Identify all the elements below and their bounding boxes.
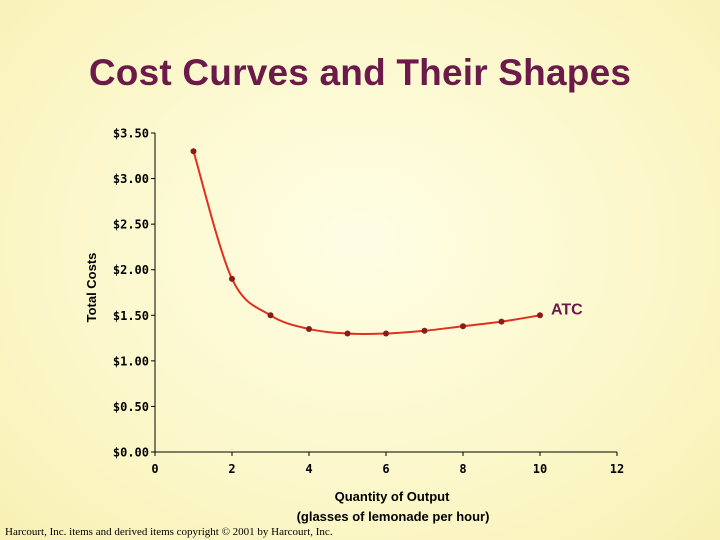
- y-tick-label-6: $3.00: [113, 172, 149, 186]
- data-point-10: [537, 312, 543, 319]
- series-label-atc: ATC: [551, 301, 583, 318]
- x-tick-label-1: 2: [228, 462, 235, 476]
- y-tick-label-1: $0.50: [113, 400, 149, 414]
- x-axis-label-line-2: (glasses of lemonade per hour): [297, 509, 490, 524]
- x-tick-label-3: 6: [382, 462, 389, 476]
- x-tick-label-0: 0: [151, 462, 158, 476]
- x-tick-label-6: 12: [610, 462, 624, 476]
- copyright-notice: Harcourt, Inc. items and derived items c…: [5, 526, 333, 538]
- data-point-3: [267, 312, 274, 319]
- data-point-9: [498, 318, 505, 325]
- data-point-6: [383, 330, 389, 337]
- slide-title: Cost Curves and Their Shapes: [88, 52, 632, 93]
- data-point-2: [229, 275, 235, 282]
- chart-axes: [154, 133, 617, 453]
- y-ticks: $0.00 $0.50 $1.00 $1.50 $2.00 $2.50 $3.00 $3.50: [113, 127, 155, 460]
- data-point-7: [421, 327, 428, 334]
- series-layer: ATC: [190, 148, 583, 337]
- x-tick-label-2: 4: [305, 462, 312, 476]
- x-tick-label-4: 8: [459, 462, 466, 476]
- y-tick-label-4: $2.00: [113, 263, 149, 277]
- data-point-5: [344, 330, 351, 337]
- data-point-8: [460, 323, 466, 330]
- y-tick-label-5: $2.50: [113, 218, 149, 232]
- series-line-atc: [192, 150, 541, 335]
- data-point-4: [306, 325, 312, 332]
- y-tick-label-3: $1.50: [113, 309, 149, 323]
- x-tick-label-5: 10: [533, 462, 547, 476]
- y-axis-label: Total Costs: [84, 253, 99, 323]
- x-ticks: 0 2 4 6 8 10 12: [151, 452, 624, 476]
- y-tick-label-7: $3.50: [113, 127, 149, 141]
- y-tick-label-0: $0.00: [113, 446, 149, 460]
- x-axis-label-line-1: Quantity of Output: [335, 489, 450, 504]
- y-tick-label-2: $1.00: [113, 354, 149, 368]
- data-point-1: [190, 148, 197, 155]
